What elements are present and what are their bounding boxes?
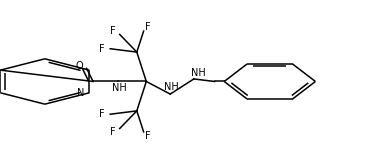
- Text: F: F: [99, 44, 105, 54]
- Text: NH: NH: [164, 82, 178, 92]
- Text: F: F: [145, 131, 150, 141]
- Text: F: F: [145, 22, 150, 32]
- Text: F: F: [110, 26, 116, 36]
- Text: O: O: [76, 61, 83, 71]
- Text: NH: NH: [112, 83, 127, 93]
- Text: F: F: [110, 127, 116, 137]
- Text: NH: NH: [191, 68, 206, 78]
- Text: F: F: [99, 109, 105, 119]
- Text: N: N: [77, 88, 85, 98]
